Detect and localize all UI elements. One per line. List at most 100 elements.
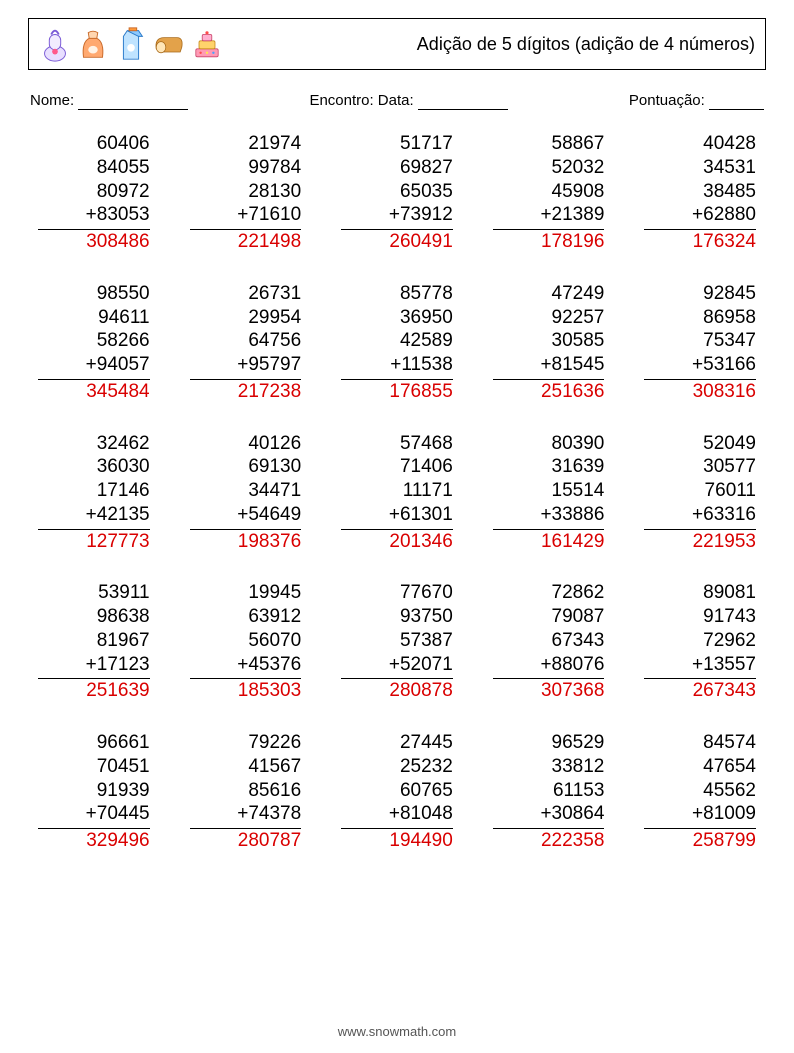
answer: 222358: [493, 829, 605, 853]
addition-problem: 96661 70451 91939+70445329496: [38, 731, 150, 853]
addition-problem: 52049 30577 76011+63316221953: [644, 432, 756, 554]
addend: 30585: [493, 329, 605, 353]
addend: 81967: [38, 629, 150, 653]
addend: 17146: [38, 479, 150, 503]
addend: 91939: [38, 779, 150, 803]
addition-problem: 84574 47654 45562+81009258799: [644, 731, 756, 853]
addend-last: +17123: [38, 653, 150, 680]
addition-problem: 53911 98638 81967+17123251639: [38, 581, 150, 703]
addend: 60406: [38, 132, 150, 156]
addend: 61153: [493, 779, 605, 803]
addend: 31639: [493, 455, 605, 479]
addition-problem: 98550 94611 58266+94057345484: [38, 282, 150, 404]
addend: 36030: [38, 455, 150, 479]
answer: 201346: [341, 530, 453, 554]
answer: 308486: [38, 230, 150, 254]
addition-problem: 77670 93750 57387+52071280878: [341, 581, 453, 703]
addition-problem: 21974 99784 28130+71610221498: [190, 132, 302, 254]
milk-icon: [115, 25, 147, 63]
addend: 32462: [38, 432, 150, 456]
answer: 267343: [644, 679, 756, 703]
addend-last: +71610: [190, 203, 302, 230]
addend: 57468: [341, 432, 453, 456]
addend: 34471: [190, 479, 302, 503]
addend: 51717: [341, 132, 453, 156]
addend: 69827: [341, 156, 453, 180]
addition-problem: 51717 69827 65035+73912260491: [341, 132, 453, 254]
addend: 26731: [190, 282, 302, 306]
addend-last: +45376: [190, 653, 302, 680]
addend: 11171: [341, 479, 453, 503]
addend-last: +63316: [644, 503, 756, 530]
answer: 329496: [38, 829, 150, 853]
addend: 47249: [493, 282, 605, 306]
answer: 258799: [644, 829, 756, 853]
addend-last: +88076: [493, 653, 605, 680]
addition-problem: 32462 36030 17146+42135127773: [38, 432, 150, 554]
addend: 60765: [341, 779, 453, 803]
answer: 176855: [341, 380, 453, 404]
addend: 98550: [38, 282, 150, 306]
addend: 65035: [341, 180, 453, 204]
addend: 92845: [644, 282, 756, 306]
addend: 72862: [493, 581, 605, 605]
problems-grid: 60406 84055 80972+83053308486 21974 9978…: [28, 132, 766, 853]
addend-last: +53166: [644, 353, 756, 380]
addend: 77670: [341, 581, 453, 605]
addition-problem: 85778 36950 42589+11538176855: [341, 282, 453, 404]
addend: 71406: [341, 455, 453, 479]
answer: 221498: [190, 230, 302, 254]
answer: 185303: [190, 679, 302, 703]
addend: 30577: [644, 455, 756, 479]
addend: 85778: [341, 282, 453, 306]
addend: 45562: [644, 779, 756, 803]
addend: 69130: [190, 455, 302, 479]
addend: 53911: [38, 581, 150, 605]
answer: 161429: [493, 530, 605, 554]
addend: 79226: [190, 731, 302, 755]
addition-problem: 57468 71406 11171+61301201346: [341, 432, 453, 554]
addend: 99784: [190, 156, 302, 180]
addend: 52049: [644, 432, 756, 456]
answer: 280787: [190, 829, 302, 853]
answer: 176324: [644, 230, 756, 254]
addend: 96661: [38, 731, 150, 755]
addend-last: +81048: [341, 802, 453, 829]
addend-last: +81009: [644, 802, 756, 829]
pot-icon: [39, 25, 71, 63]
addend: 92257: [493, 306, 605, 330]
addend: 28130: [190, 180, 302, 204]
addend: 34531: [644, 156, 756, 180]
addend-last: +81545: [493, 353, 605, 380]
addend: 67343: [493, 629, 605, 653]
addend-last: +52071: [341, 653, 453, 680]
answer: 251639: [38, 679, 150, 703]
meta-row: Nome: Encontro: Data: Pontuação:: [30, 92, 764, 110]
addend-last: +54649: [190, 503, 302, 530]
addend-last: +62880: [644, 203, 756, 230]
addition-problem: 60406 84055 80972+83053308486: [38, 132, 150, 254]
addend: 27445: [341, 731, 453, 755]
addend: 47654: [644, 755, 756, 779]
answer: 307368: [493, 679, 605, 703]
header-icons: [39, 25, 223, 63]
addend-last: +33886: [493, 503, 605, 530]
addend: 80972: [38, 180, 150, 204]
addend: 79087: [493, 605, 605, 629]
addend-last: +70445: [38, 802, 150, 829]
addend: 36950: [341, 306, 453, 330]
addition-problem: 89081 91743 72962+13557267343: [644, 581, 756, 703]
addend: 57387: [341, 629, 453, 653]
addend: 25232: [341, 755, 453, 779]
addend: 64756: [190, 329, 302, 353]
addend: 52032: [493, 156, 605, 180]
addend: 38485: [644, 180, 756, 204]
answer: 308316: [644, 380, 756, 404]
addend-last: +61301: [341, 503, 453, 530]
addend-last: +42135: [38, 503, 150, 530]
addend-last: +83053: [38, 203, 150, 230]
addition-problem: 47249 92257 30585+81545251636: [493, 282, 605, 404]
addend: 72962: [644, 629, 756, 653]
addition-problem: 27445 25232 60765+81048194490: [341, 731, 453, 853]
addend-last: +95797: [190, 353, 302, 380]
